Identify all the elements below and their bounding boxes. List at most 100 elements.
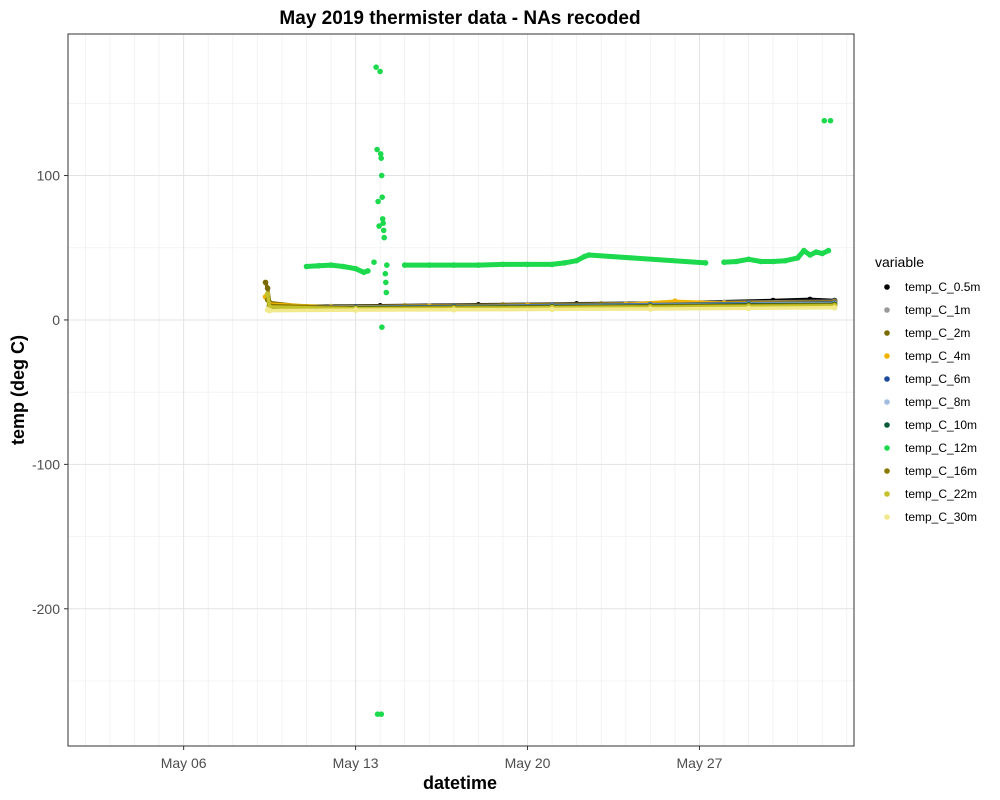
legend-key-temp_C_1m [884,307,890,313]
legend-key-temp_C_12m [884,445,890,451]
legend-label-temp_C_4m: temp_C_4m [905,349,970,363]
major-gridlines [68,34,854,746]
data-point [379,194,386,200]
data-point [733,258,740,265]
y-axis-ticks: 100 0 -100 -200 [32,168,68,617]
data-point [831,305,838,311]
data-point [383,289,390,296]
data-point [374,146,380,153]
data-point [377,151,384,157]
data-point [380,227,387,234]
x-axis-ticks: May 06 May 13 May 20 May 27 [161,746,723,771]
data-point [378,711,385,717]
data-point [819,250,826,257]
series-temp_C_30m [264,305,838,314]
data-point [782,257,789,264]
legend-label-temp_C_22m: temp_C_22m [905,487,977,501]
data-point [375,198,381,205]
series-band [265,306,837,313]
legend-label-temp_C_30m: temp_C_30m [905,510,977,524]
data-point [401,262,408,268]
data-point [586,252,592,258]
data-point [573,257,580,264]
plot-panel-background [68,34,854,746]
chart-title: May 2019 thermister data - NAs recoded [279,8,640,29]
legend-label-temp_C_10m: temp_C_10m [905,418,977,432]
legend-key-temp_C_6m [884,376,890,382]
legend-label-temp_C_16m: temp_C_16m [905,464,977,478]
data-point [758,258,764,265]
data-point [379,324,385,331]
legend: variable temp_C_0.5m temp_C_1m temp_C_2mte… [875,254,980,524]
legend-key-temp_C_10m [884,422,890,428]
data-point [379,216,386,222]
data-point [383,279,389,286]
data-point [426,262,433,268]
data-series [262,64,838,717]
data-point [794,255,801,261]
data-point [303,263,310,270]
y-tick-label: 100 [37,168,61,184]
data-point [262,279,269,286]
legend-key-temp_C_2m [884,330,890,336]
data-point [825,247,832,254]
legend-label-temp_C_2m: temp_C_2m [905,326,970,340]
data-point [821,117,828,124]
legend-label-temp_C_6m: temp_C_6m [905,372,970,386]
x-tick-label: May 27 [677,755,723,771]
data-point [264,285,271,292]
data-point [561,260,568,266]
data-point [378,172,385,179]
y-axis-title: temp (deg C) [8,335,28,445]
data-point [813,249,819,255]
y-tick-label: 0 [52,312,60,328]
data-point [770,258,776,265]
data-point [266,307,273,314]
legend-key-temp_C_30m [884,514,890,520]
data-point [451,307,457,313]
legend-key-temp_C_16m [884,468,890,474]
legend-key-temp_C_8m [884,399,890,405]
data-point [352,265,359,272]
legend-label-temp_C_8m: temp_C_8m [905,395,970,409]
data-point [549,261,555,268]
data-point [827,117,834,124]
data-point [702,260,709,266]
data-point [745,305,752,312]
data-point [377,68,383,75]
data-point [376,223,382,229]
series-temp_C_12m [303,64,834,717]
data-point [745,256,752,263]
x-tick-label: May 20 [505,755,551,771]
legend-key-temp_C_22m [884,491,890,497]
minor-gridlines [68,34,854,746]
data-point [365,268,371,274]
data-point [801,247,807,254]
y-tick-label: -100 [32,456,60,472]
x-axis-title: datetime [423,773,497,793]
legend-label-temp_C_1m: temp_C_1m [905,303,970,317]
legend-label-temp_C_12m: temp_C_12m [905,441,977,455]
legend-label-temp_C_0.5m: temp_C_0.5m [905,280,980,294]
data-point [451,262,457,268]
data-point [371,259,377,266]
legend-items: temp_C_0.5m temp_C_1m temp_C_2m temp_C_4mte… [884,280,980,524]
data-point [721,259,727,266]
plot-panel-border [67,33,855,747]
data-point [647,306,654,312]
data-point [549,306,555,313]
data-point [382,270,389,277]
data-point [328,262,334,268]
data-point [475,262,482,268]
data-point [315,263,322,269]
data-point [524,261,531,268]
data-point [500,261,506,268]
data-point [340,263,347,270]
data-point [380,220,387,226]
legend-title: variable [875,254,924,270]
data-point [807,252,813,258]
x-tick-label: May 06 [161,755,207,771]
data-point [373,64,379,70]
legend-key-temp_C_4m [884,353,890,359]
